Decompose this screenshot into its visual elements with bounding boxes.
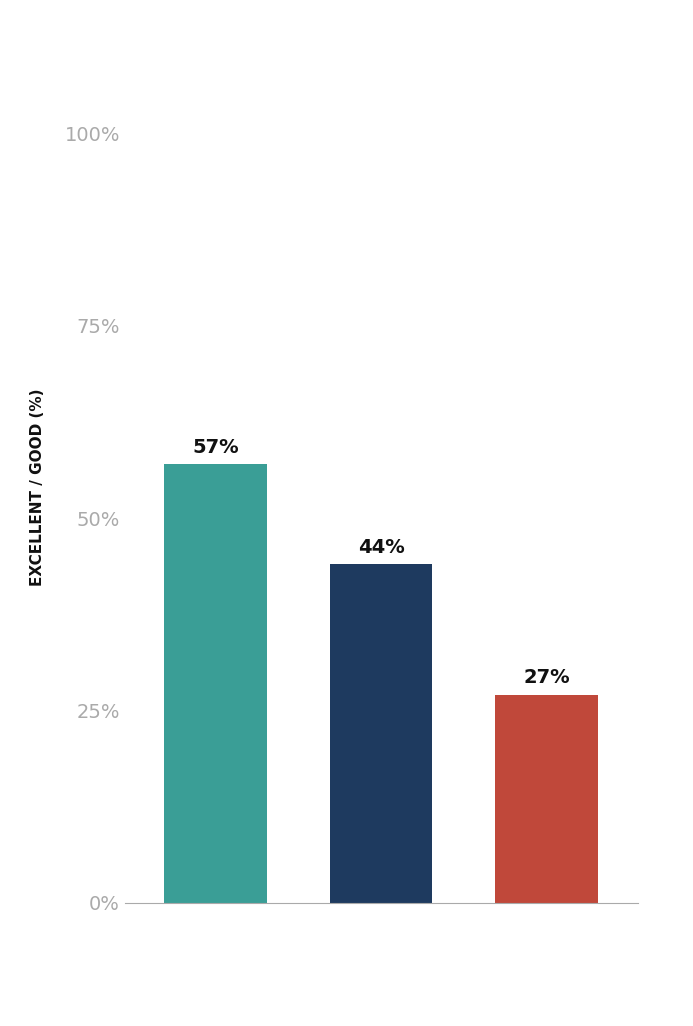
Bar <box>164 464 267 903</box>
Bar <box>330 564 432 903</box>
Text: 57%: 57% <box>193 437 239 457</box>
Text: 27%: 27% <box>523 668 570 687</box>
Text: 44%: 44% <box>358 538 405 556</box>
Y-axis label: EXCELLENT / GOOD (%): EXCELLENT / GOOD (%) <box>30 389 45 586</box>
Bar <box>495 696 598 903</box>
